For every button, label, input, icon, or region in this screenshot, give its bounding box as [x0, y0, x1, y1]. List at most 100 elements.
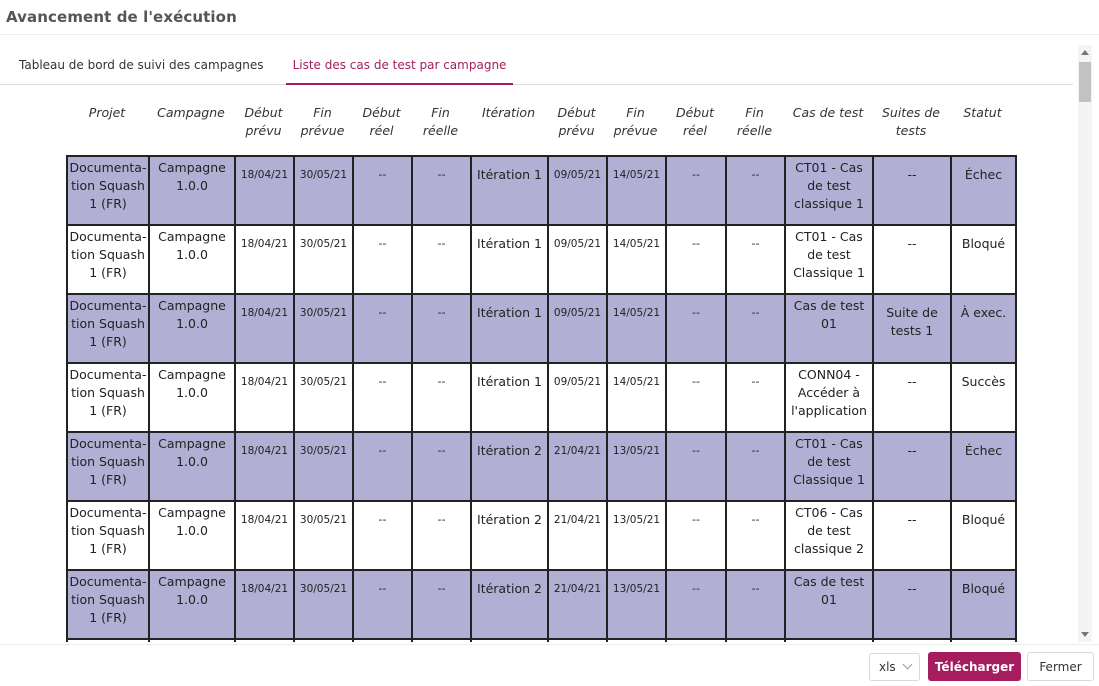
cell-camp-fin-prevue: 30/05/21	[293, 431, 354, 502]
col-header-camp-fin-reelle: Fin réelle	[422, 105, 459, 138]
cell-suite-de-tests-line: Suite de	[886, 305, 938, 320]
cell-projet-line: Documenta-	[69, 436, 147, 451]
cell-projet-line: tion Squash	[71, 178, 145, 193]
cell-statut: Succès	[950, 362, 1017, 433]
cell-suite-de-tests: Suite de tests 1	[872, 293, 952, 364]
cell-campagne: Campagne 1.0.0	[148, 155, 236, 226]
cell-iter-fin-prevue: 14/05/21	[606, 155, 667, 226]
cell-cas-de-test-line: CT01 - Cas	[795, 160, 863, 175]
cell-campagne-line: 1.0.0	[176, 523, 208, 538]
cell-camp-debut-prevu: 18/04/21	[234, 224, 295, 295]
cell-cas-de-test-line: CT01 - Cas	[795, 229, 863, 244]
cell-campagne: Campagne 1.0.0	[148, 500, 236, 571]
tab-test-cases-by-campaign[interactable]: Liste des cas de test par campagne	[286, 52, 513, 85]
cell-cas-de-test-line: CONN04 -	[798, 367, 860, 382]
cell-suite-de-tests-line: --	[907, 167, 917, 182]
vertical-scrollbar[interactable]	[1078, 45, 1092, 642]
scroll-up-arrow-icon[interactable]	[1081, 50, 1089, 55]
export-format-select[interactable]: xls	[869, 653, 920, 681]
cell-camp-debut-reel	[352, 638, 413, 642]
cell-projet-line: 1 (FR)	[89, 403, 127, 418]
scroll-down-arrow-icon[interactable]	[1081, 632, 1089, 637]
tab-campaign-dashboard[interactable]: Tableau de bord de suivi des campagnes	[19, 58, 264, 72]
column-headers: Projet Campagne Début prévu Fin prévue Déb…	[0, 88, 1078, 148]
cell-projet-line: tion Squash	[71, 592, 145, 607]
cell-campagne-line: Campagne	[158, 298, 226, 313]
table-row: Documenta-tion Squash 1 (FR) Campagne 1.0.0…	[66, 431, 1017, 502]
cell-cas-de-test-line: Cas de test	[793, 574, 865, 589]
cell-cas-de-test-line: classique 2	[794, 541, 864, 556]
cell-camp-debut-reel: --	[352, 500, 413, 571]
cell-camp-fin-prevue: 30/05/21	[293, 500, 354, 571]
cell-projet-line: tion Squash	[71, 316, 145, 331]
cell-iter-debut-reel: --	[665, 155, 727, 226]
cell-statut: À exec.	[950, 293, 1017, 364]
cell-iter-fin-prevue	[606, 638, 667, 642]
cell-statut: Bloqué	[950, 500, 1017, 571]
col-header-suites-de-tests: Suites de tests	[881, 105, 941, 138]
cell-iter-debut-reel: --	[665, 431, 727, 502]
cell-campagne: Campagne 1.0.0	[148, 569, 236, 640]
cell-cas-de-test-line: de test	[807, 454, 851, 469]
cell-cas-de-test-line: 01	[821, 592, 837, 607]
cell-projet: Documenta-tion Squash 1 (FR)	[66, 293, 150, 364]
cell-cas-de-test-line: Classique 1	[793, 265, 865, 280]
cell-campagne-line: Campagne	[158, 436, 226, 451]
cell-campagne-line: 1.0.0	[176, 316, 208, 331]
cell-cas-de-test-line: CT06 - Cas	[795, 505, 863, 520]
cell-camp-debut-reel: --	[352, 293, 413, 364]
cell-campagne: Campagne 1.0.0	[148, 362, 236, 433]
cell-iter-fin-reelle	[725, 638, 786, 642]
cell-cas-de-test: Cas de test 01	[784, 569, 874, 640]
cell-iter-debut-reel: --	[665, 362, 727, 433]
cell-camp-fin-reelle: --	[411, 362, 472, 433]
cell-suite-de-tests: --	[872, 500, 952, 571]
cell-suite-de-tests: --	[872, 155, 952, 226]
cell-suite-de-tests-line: --	[907, 512, 917, 527]
close-button[interactable]: Fermer	[1027, 652, 1094, 681]
cell-projet-line: tion Squash	[71, 247, 145, 262]
cell-iter-fin-reelle: --	[725, 155, 786, 226]
cell-iter-debut-prevu: 21/04/21	[547, 431, 608, 502]
cell-suite-de-tests-line: --	[907, 374, 917, 389]
cell-camp-fin-reelle: --	[411, 569, 472, 640]
cell-campagne-line: 1.0.0	[176, 247, 208, 262]
scroll-thumb[interactable]	[1079, 62, 1091, 102]
footer-divider	[0, 644, 1099, 645]
cell-iter-fin-reelle: --	[725, 431, 786, 502]
cell-campagne	[148, 638, 236, 642]
cell-camp-debut-prevu: 18/04/21	[234, 500, 295, 571]
cell-suite-de-tests-line: --	[907, 443, 917, 458]
cell-camp-fin-prevue	[293, 638, 354, 642]
cell-campagne-line: 1.0.0	[176, 385, 208, 400]
table-row: Documenta-tion Squash 1 (FR) Campagne 1.0.0…	[66, 293, 1017, 364]
cell-iter-debut-prevu: 09/05/21	[547, 293, 608, 364]
cell-iter-fin-reelle: --	[725, 224, 786, 295]
cell-campagne-line: 1.0.0	[176, 178, 208, 193]
cell-camp-fin-reelle	[411, 638, 472, 642]
col-header-iter-debut-reel: Début réel	[675, 105, 715, 138]
table-row: Documenta-tion Squash 1 (FR) Campagne 1.0.0…	[66, 569, 1017, 640]
cell-projet: Documenta-tion Squash 1 (FR)	[66, 224, 150, 295]
col-header-camp-debut-reel: Début réel	[362, 105, 401, 138]
cell-camp-fin-prevue: 30/05/21	[293, 293, 354, 364]
cell-projet-line: Documenta-	[69, 229, 147, 244]
cell-campagne-line: Campagne	[158, 367, 226, 382]
cell-iter-fin-prevue: 14/05/21	[606, 362, 667, 433]
cell-statut: Échec	[950, 155, 1017, 226]
table-row: Documenta-tion Squash 1 (FR) Campagne 1.0.0…	[66, 500, 1017, 571]
cell-cas-de-test-line: Cas de test	[793, 298, 865, 313]
download-button[interactable]: Télécharger	[928, 652, 1021, 681]
cell-iter-debut-prevu: 21/04/21	[547, 500, 608, 571]
table-row: Documenta-tion Squash 1 (FR) Campagne 1.0.0…	[66, 155, 1017, 226]
cell-projet-line: tion Squash	[71, 385, 145, 400]
cell-camp-debut-prevu: 18/04/21	[234, 293, 295, 364]
cell-campagne-line: Campagne	[158, 574, 226, 589]
cell-camp-debut-reel: --	[352, 569, 413, 640]
chevron-down-icon	[902, 659, 913, 670]
cell-iteration	[470, 638, 549, 642]
cell-iteration: Itération 1	[470, 293, 549, 364]
cell-cas-de-test: CT01 - Cas de test Classique 1	[784, 431, 874, 502]
cell-iter-fin-reelle: --	[725, 500, 786, 571]
cell-iter-fin-prevue: 14/05/21	[606, 293, 667, 364]
